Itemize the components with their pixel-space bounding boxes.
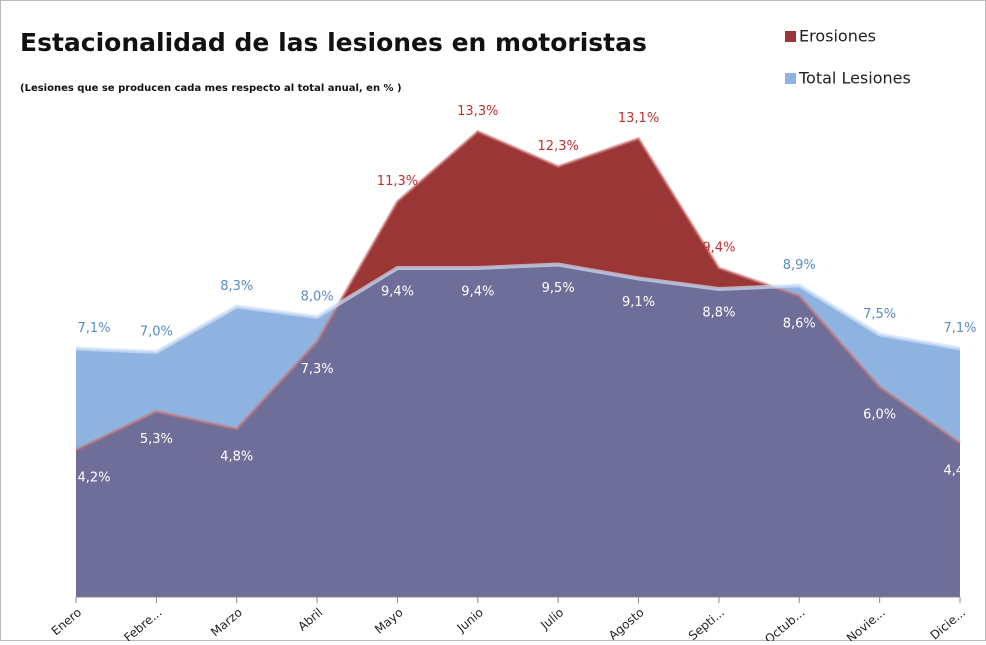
data-label: 4,4%	[943, 464, 976, 479]
chart-title: Estacionalidad de las lesiones en motori…	[20, 28, 647, 57]
data-label: 9,5%	[542, 281, 575, 296]
area-edge	[75, 262, 961, 355]
data-label: 7,3%	[301, 362, 334, 377]
data-label: 7,5%	[863, 307, 896, 322]
data-label: 7,1%	[77, 321, 110, 336]
data-label: 4,2%	[77, 471, 110, 486]
data-label: 8,0%	[301, 290, 334, 305]
data-label: 9,4%	[461, 285, 494, 300]
legend-swatch	[785, 31, 796, 42]
data-label: 8,8%	[702, 306, 735, 321]
data-label: 9,1%	[622, 295, 655, 310]
data-label: 13,3%	[457, 104, 498, 119]
data-label: 8,3%	[220, 279, 253, 294]
data-label: 4,8%	[220, 450, 253, 465]
data-label: 5,3%	[140, 432, 173, 447]
data-label: 8,6%	[783, 317, 816, 332]
data-label: 13,1%	[618, 111, 659, 126]
data-label: 7,0%	[140, 325, 173, 340]
data-label: 6,0%	[863, 408, 896, 423]
data-label: 7,1%	[943, 321, 976, 336]
legend-label: Erosiones	[799, 27, 876, 46]
legend-label: Total Lesiones	[798, 69, 911, 88]
data-label: 8,9%	[783, 258, 816, 273]
data-label: 9,4%	[702, 241, 735, 256]
legend-swatch	[785, 73, 796, 84]
area-edge	[75, 129, 961, 452]
data-label: 9,4%	[381, 285, 414, 300]
data-label: 11,3%	[377, 174, 418, 189]
chart-subtitle: (Lesiones que se producen cada mes respe…	[20, 83, 402, 94]
data-label: 12,3%	[538, 139, 579, 154]
